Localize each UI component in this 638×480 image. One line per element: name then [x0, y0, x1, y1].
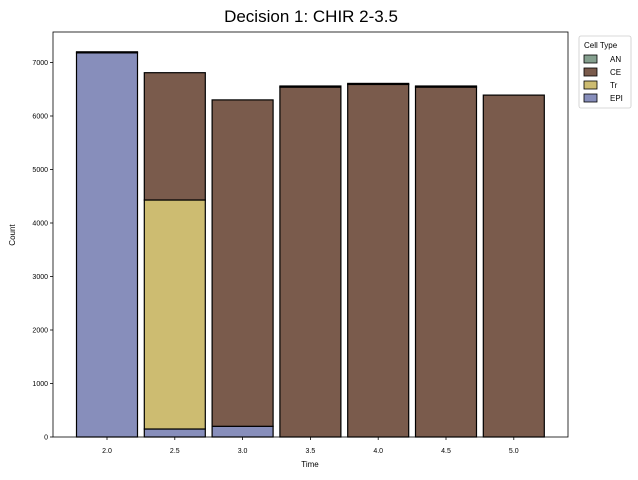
x-tick-label-2.5: 2.5 [170, 448, 180, 455]
bar-ce-5.0 [482, 94, 545, 438]
legend-label-tr: Tr [610, 81, 618, 90]
bar-ce-4.5 [414, 86, 478, 438]
bar-epi-2.0 [75, 52, 139, 438]
x-axis-label: Time [301, 460, 319, 469]
x-tick-label-4.0: 4.0 [373, 448, 383, 455]
bar-an-3.5 [279, 85, 342, 88]
bar-ce-3.0 [211, 99, 274, 427]
legend-label-ce: CE [610, 68, 621, 77]
y-axis-label: Count [8, 224, 17, 246]
legend-items: AN CE Tr EPI [583, 54, 623, 103]
y-tick-label-0: 0 [44, 435, 48, 442]
y-tick-label-7000: 7000 [32, 60, 48, 67]
x-tick-label-3.0: 3.0 [238, 448, 248, 455]
x-tick-label-3.5: 3.5 [306, 448, 316, 455]
chart-title: Decision 1: CHIR 2-3.5 [224, 7, 398, 26]
bar-ce-2.5 [143, 72, 206, 201]
bar-ce-4.0 [347, 83, 410, 438]
bar-an-4.5 [414, 85, 478, 88]
bar-epi-3.0 [211, 425, 274, 438]
legend-frame [578, 35, 632, 109]
bars-group [75, 51, 545, 438]
x-tick-label-5.0: 5.0 [509, 448, 519, 455]
y-tick-label-1000: 1000 [32, 381, 48, 388]
legend-label-epi: EPI [610, 94, 623, 103]
y-axis: 0 1000 2000 3000 4000 5000 6000 7000 [32, 60, 53, 442]
y-tick-label-2000: 2000 [32, 327, 48, 334]
y-tick-label-4000: 4000 [32, 220, 48, 227]
legend-label-an: AN [610, 55, 621, 64]
x-axis: 2.0 2.5 3.0 3.5 4.0 4.5 5.0 [102, 437, 519, 455]
legend-swatch-an [583, 54, 598, 64]
bar-tr-2.5 [143, 199, 206, 430]
legend-swatch-tr [583, 80, 598, 90]
legend-swatch-epi [583, 93, 598, 103]
bar-ce-3.5 [279, 86, 342, 438]
x-tick-label-2.0: 2.0 [102, 448, 112, 455]
y-tick-label-5000: 5000 [32, 167, 48, 174]
bar-an-2.0 [75, 51, 139, 54]
bar-an-4.0 [347, 82, 410, 86]
y-tick-label-6000: 6000 [32, 113, 48, 120]
legend-title: Cell Type [584, 41, 618, 50]
bar-epi-2.5 [143, 428, 206, 438]
y-tick-label-3000: 3000 [32, 274, 48, 281]
legend: Cell Type AN CE Tr EPI [578, 35, 632, 109]
legend-swatch-ce [583, 67, 598, 77]
x-tick-label-4.5: 4.5 [441, 448, 451, 455]
